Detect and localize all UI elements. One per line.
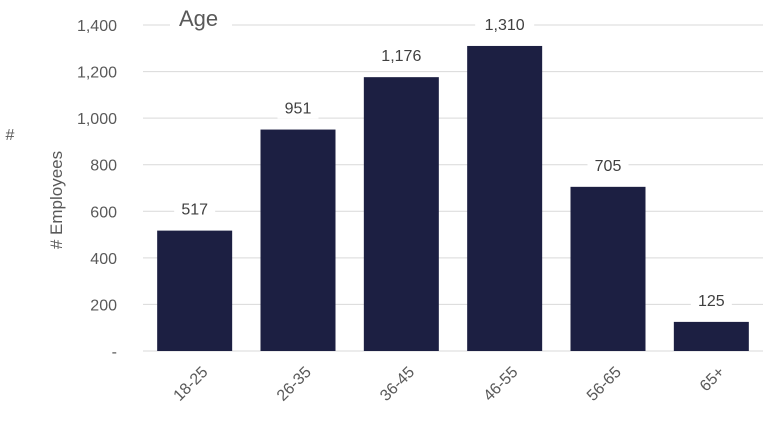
data-label-background xyxy=(475,12,535,35)
bar xyxy=(570,186,646,351)
y-tick-label: 1,000 xyxy=(77,111,117,128)
x-axis-ticks: 18-25 26-35 36-45 46-55 56-65 65+ xyxy=(171,364,729,405)
y-tick-label: - xyxy=(112,344,117,361)
data-label: 1,176 xyxy=(381,48,421,65)
x-tick-label: 46-55 xyxy=(481,364,522,405)
bar xyxy=(467,45,543,351)
bar xyxy=(673,321,749,351)
data-labels: 517 951 1,176 1,310 705 125 xyxy=(174,12,732,311)
y-axis-label: # Employees xyxy=(47,151,66,249)
gridlines xyxy=(143,24,763,352)
x-tick-label: 65+ xyxy=(697,364,728,395)
y-tick-label: 400 xyxy=(90,251,117,268)
stray-axis-glyph: # xyxy=(6,127,15,144)
data-label: 125 xyxy=(698,293,725,310)
x-tick-label: 56-65 xyxy=(584,364,625,405)
title-background xyxy=(170,6,232,36)
bar xyxy=(363,77,439,351)
data-label-background xyxy=(371,44,431,67)
bars xyxy=(157,45,749,351)
data-label-background xyxy=(174,197,216,220)
data-label-background xyxy=(690,288,732,311)
data-label: 1,310 xyxy=(485,17,525,34)
y-tick-label: 1,200 xyxy=(77,65,117,82)
x-tick-label: 18-25 xyxy=(171,364,212,405)
data-label-background xyxy=(587,153,629,176)
bar xyxy=(260,129,336,351)
y-tick-label: 800 xyxy=(90,158,117,175)
y-tick-label: 1,400 xyxy=(77,18,117,35)
y-axis-ticks: - 200 400 600 800 1,000 1,200 1,400 xyxy=(77,18,117,361)
x-tick-label: 36-45 xyxy=(377,364,418,405)
bar xyxy=(157,230,233,351)
y-tick-label: 600 xyxy=(90,204,117,221)
data-label: 951 xyxy=(285,101,312,118)
y-tick-label: 200 xyxy=(90,297,117,314)
data-label: 705 xyxy=(595,158,622,175)
data-label: 517 xyxy=(181,202,208,219)
data-label-background xyxy=(277,96,319,119)
x-tick-label: 26-35 xyxy=(274,364,315,405)
chart-title: Age xyxy=(179,6,218,31)
